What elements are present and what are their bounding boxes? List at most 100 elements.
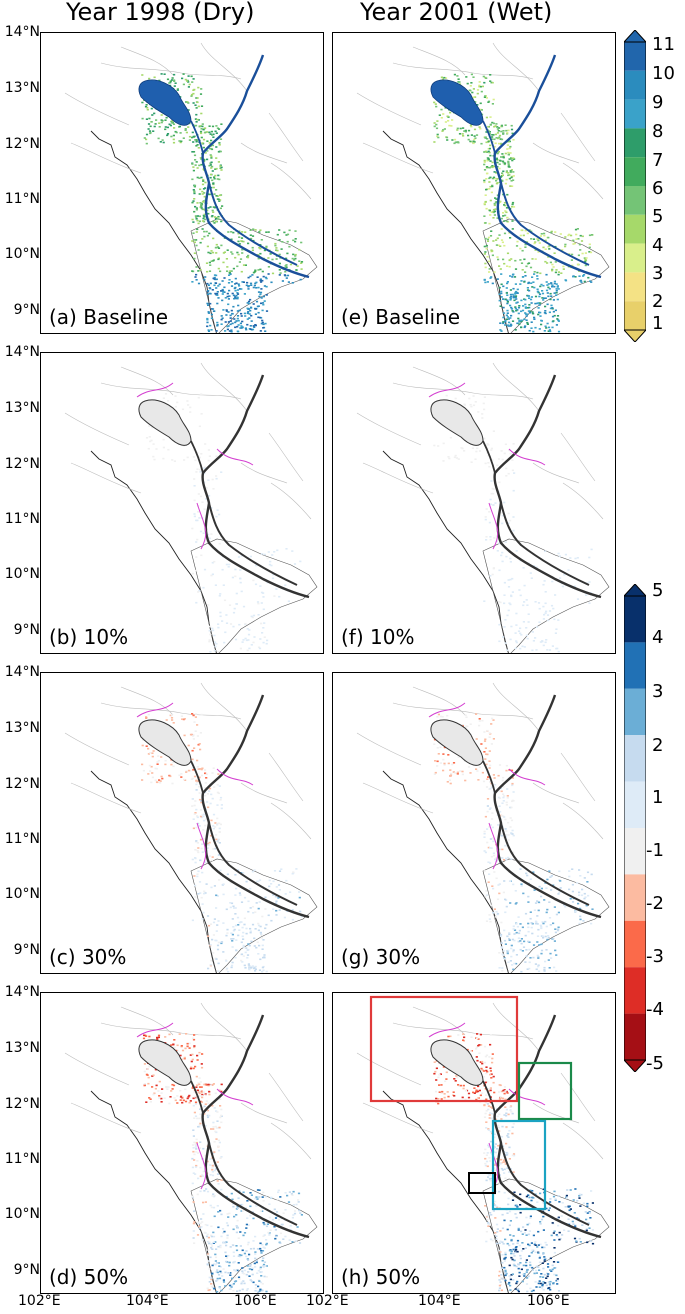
data-cell	[487, 1128, 490, 1130]
data-cell	[240, 901, 244, 903]
data-cell	[148, 436, 151, 438]
data-cell	[557, 271, 560, 273]
data-cell	[278, 1241, 281, 1244]
data-cell	[256, 1272, 259, 1274]
data-cell	[252, 1281, 255, 1284]
data-cell	[206, 1114, 209, 1117]
data-cell	[181, 1095, 184, 1098]
data-cell	[196, 538, 199, 541]
data-cell	[488, 1117, 491, 1119]
data-cell	[498, 1249, 501, 1252]
data-cell	[504, 298, 507, 301]
data-cell	[437, 753, 440, 755]
data-cell	[481, 1069, 484, 1071]
data-cell	[506, 281, 509, 283]
data-cell	[512, 925, 515, 928]
data-cell	[210, 1246, 213, 1249]
data-cell	[245, 639, 248, 642]
data-cell	[564, 236, 567, 238]
data-cell	[278, 909, 281, 911]
data-cell	[211, 144, 214, 147]
data-cell	[498, 790, 501, 792]
data-cell	[143, 1034, 146, 1037]
data-cell	[193, 252, 196, 254]
data-cell	[208, 125, 211, 127]
data-cell	[229, 270, 232, 272]
data-cell	[511, 201, 515, 204]
data-cell	[263, 553, 266, 556]
data-cell	[206, 801, 209, 803]
data-cell	[234, 956, 237, 959]
data-cell	[196, 759, 199, 762]
data-cell	[532, 281, 535, 283]
data-cell	[483, 1104, 486, 1106]
data-cell	[537, 1244, 540, 1246]
data-cell	[541, 1262, 544, 1264]
data-cell	[433, 444, 436, 447]
data-cell	[249, 229, 252, 231]
data-cell	[478, 81, 481, 83]
data-cell	[506, 1228, 509, 1231]
data-cell	[178, 774, 181, 777]
data-cell	[195, 266, 198, 268]
data-cell	[260, 933, 263, 935]
data-cell	[212, 1193, 215, 1195]
data-cell	[568, 233, 571, 236]
data-cell	[498, 142, 501, 145]
data-cell	[520, 942, 523, 945]
data-cell	[512, 883, 515, 886]
data-cell	[515, 641, 518, 644]
data-cell	[216, 840, 219, 842]
data-cell	[179, 1054, 182, 1057]
data-cell	[477, 779, 480, 781]
data-cell	[516, 240, 519, 243]
data-cell	[559, 880, 562, 882]
data-cell	[201, 814, 204, 816]
data-cell	[553, 1267, 556, 1269]
data-cell	[195, 140, 198, 143]
data-cell	[216, 198, 219, 200]
data-cell	[553, 1251, 556, 1254]
data-cell	[552, 937, 555, 940]
data-cell	[151, 426, 154, 429]
data-cell	[198, 1225, 201, 1228]
data-cell	[189, 411, 192, 413]
data-cell	[549, 1269, 552, 1271]
data-cell	[504, 319, 507, 322]
data-cell	[473, 1087, 476, 1089]
data-cell	[196, 1160, 199, 1162]
data-cell	[192, 769, 195, 771]
data-cell	[494, 1200, 497, 1203]
data-cell	[474, 96, 477, 98]
data-cell	[261, 632, 264, 634]
data-cell	[294, 230, 297, 232]
data-cell	[497, 1124, 500, 1127]
data-cell	[578, 891, 581, 894]
data-cell	[487, 1176, 490, 1178]
data-cell	[504, 1253, 507, 1256]
data-cell	[472, 76, 475, 78]
data-cell	[512, 950, 515, 953]
data-cell	[518, 932, 521, 935]
data-cell	[194, 857, 197, 860]
data-cell	[156, 1038, 159, 1040]
data-cell	[196, 849, 199, 852]
data-cell	[207, 311, 210, 313]
data-cell	[493, 271, 496, 273]
data-cell	[547, 935, 550, 937]
data-cell	[584, 896, 587, 898]
tonle-sap-lake	[138, 399, 192, 446]
data-cell	[564, 245, 567, 248]
data-cell	[201, 501, 204, 503]
data-cell	[206, 321, 209, 324]
data-cell	[492, 838, 495, 841]
data-cell	[550, 875, 553, 877]
data-cell	[189, 1100, 192, 1102]
data-cell	[532, 956, 535, 959]
tributary	[270, 1122, 312, 1160]
inundation-cells	[142, 1033, 303, 1293]
data-cell	[539, 235, 542, 237]
data-cell	[260, 602, 263, 604]
tributary	[268, 752, 304, 802]
data-cell	[201, 220, 205, 222]
